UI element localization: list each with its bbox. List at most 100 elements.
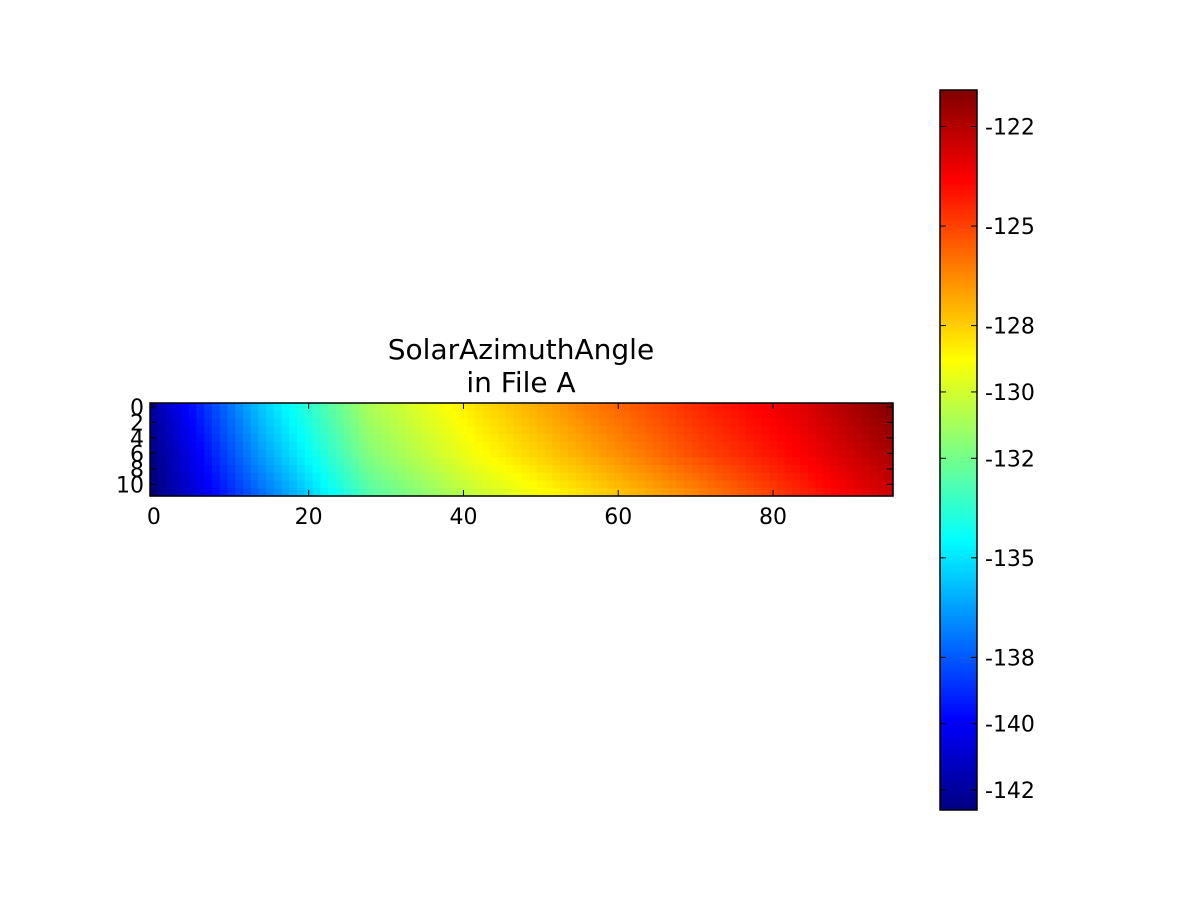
heatmap-cell [598,480,608,489]
heatmap-cell [242,434,252,443]
colorbar-tick-label: -132 [985,447,1035,472]
heatmap-cell [498,410,507,420]
heatmap-cell [436,410,445,420]
heatmap-cell [544,403,554,412]
heatmap-cell [629,480,639,489]
heatmap-cell [382,449,391,458]
heatmap-cell [591,403,600,412]
heatmap-cell [869,449,879,458]
heatmap-cell [513,480,523,489]
heatmap-cell [297,465,306,474]
heatmap-cell [869,426,879,435]
heatmap-cell [637,488,646,497]
heatmap-cell [451,472,461,482]
heatmap-cell [297,426,306,435]
heatmap-cell [358,472,368,482]
heatmap-cell [560,488,569,497]
heatmap-cell [676,426,685,435]
heatmap-cell [335,480,345,489]
heatmap-cell [653,426,662,435]
heatmap-cell [691,434,701,443]
heatmap-cell [467,418,476,427]
heatmap-cell [846,488,855,497]
heatmap-cell [684,441,693,451]
heatmap-cell [745,403,755,412]
heatmap-cell [180,480,190,489]
heatmap-cell [498,480,507,489]
heatmap-cell [854,488,863,497]
heatmap-cell [196,465,205,474]
heatmap-cell [444,403,453,412]
heatmap-cell [831,441,840,451]
heatmap-cell [676,449,685,458]
heatmap-cell [266,480,275,489]
heatmap-cell [382,426,391,435]
heatmap-cell [289,465,298,474]
colorbar [940,90,977,810]
heatmap-cell [730,472,739,482]
heatmap-cell [521,426,530,435]
heatmap-cell [653,410,662,420]
heatmap-cell [800,441,809,451]
heatmap-cell [668,488,677,497]
heatmap-cell [506,449,515,458]
heatmap-cell [784,465,793,474]
heatmap-cell [676,434,685,443]
heatmap-cell [211,457,221,466]
heatmap-cell [745,480,755,489]
heatmap-cell [769,449,778,458]
heatmap-cell [506,488,515,497]
heatmap-cell [188,465,198,474]
heatmap-cell [405,449,414,458]
heatmap-cell [536,441,546,451]
heatmap-cell [738,434,747,443]
heatmap-cell [320,434,329,443]
heatmap-cell [413,403,422,412]
heatmap-cell [598,426,608,435]
heatmap-cell [150,441,159,451]
heatmap-cell [250,465,259,474]
heatmap-cell [567,465,577,474]
heatmap-cell [343,480,352,489]
heatmap-cell [467,410,476,420]
heatmap-cell [451,410,461,420]
heatmap-cell [513,457,523,466]
heatmap-cell [598,457,608,466]
heatmap-cell [583,426,592,435]
heatmap-cell [258,434,267,443]
heatmap-cell [730,434,739,443]
heatmap-cell [769,457,778,466]
heatmap-cell [668,403,677,412]
heatmap-cell [598,403,608,412]
heatmap-cell [235,418,244,427]
heatmap-cell [776,457,786,466]
heatmap-cell [800,457,809,466]
heatmap-cell [196,480,205,489]
heatmap-cell [281,418,290,427]
heatmap-cell [328,434,337,443]
heatmap-cell [413,465,422,474]
heatmap-cell [684,488,693,497]
heatmap-cell [622,426,631,435]
heatmap-cell [351,449,360,458]
heatmap-cell [598,410,608,420]
heatmap-cell [328,465,337,474]
heatmap-cell [482,480,492,489]
heatmap-cell [436,441,445,451]
heatmap-cell [351,403,360,412]
heatmap-cell [552,434,561,443]
heatmap-cell [877,426,886,435]
heatmap-cell [343,426,352,435]
heatmap-cell [320,410,329,420]
heatmap-cell [637,480,646,489]
heatmap-cell [150,426,159,435]
heatmap-cell [691,488,701,497]
heatmap-cell [567,434,577,443]
heatmap-cell [188,457,198,466]
heatmap-cell [482,488,492,497]
heatmap-cell [320,488,329,497]
heatmap-cell [304,418,314,427]
heatmap-cell [591,457,600,466]
heatmap-cell [366,441,376,451]
heatmap-cell [273,480,283,489]
